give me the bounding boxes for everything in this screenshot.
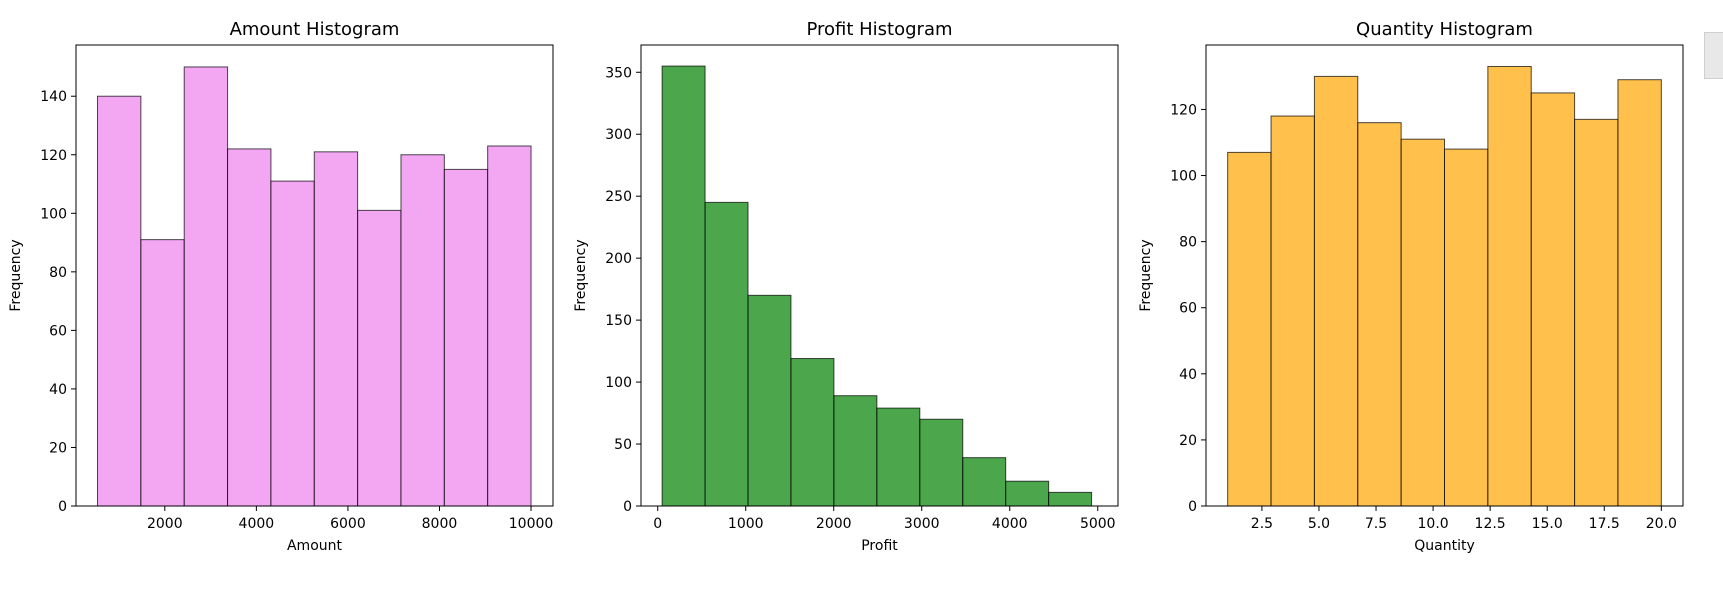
histogram-bar <box>962 457 1007 507</box>
x-tick-label: 10.0 <box>1418 516 1449 532</box>
y-tick-label: 140 <box>40 89 67 105</box>
x-tick-label: 5000 <box>1080 516 1116 532</box>
x-tick-label: 5.0 <box>1308 516 1330 532</box>
y-axis-label: Frequency <box>573 239 589 311</box>
y-tick-label: 0 <box>58 499 67 515</box>
x-tick-label: 4000 <box>239 516 275 532</box>
y-tick-label: 350 <box>605 65 632 81</box>
histogram-bar <box>919 418 964 507</box>
axes-frame <box>75 44 554 507</box>
chart-title: Amount Histogram <box>230 19 400 40</box>
histogram-bar <box>833 395 878 507</box>
y-tick-label: 40 <box>1179 367 1197 383</box>
x-axis-label: Amount <box>287 538 343 554</box>
histogram-bar <box>270 180 315 507</box>
histogram-bar <box>357 209 402 507</box>
y-tick-label: 100 <box>40 206 67 222</box>
chart-panel-1: 2000 4000 6000 8000 10000 0 20 40 60 80 100 120 140 A… <box>8 19 554 554</box>
histogram-bar <box>1444 148 1489 507</box>
x-tick-label: 2.5 <box>1251 516 1273 532</box>
y-tick-label: 120 <box>40 148 67 164</box>
chart-panel-3: 2.5 5.0 7.5 10.0 12.5 15.0 17.5 20.0 0 20 40 60 80 10… <box>1138 19 1684 554</box>
x-tick-label: 0 <box>653 516 662 532</box>
x-tick-label: 15.0 <box>1532 516 1563 532</box>
x-tick-label: 4000 <box>992 516 1028 532</box>
chart-title: Quantity Histogram <box>1356 19 1533 40</box>
x-tick-label: 3000 <box>904 516 940 532</box>
y-tick-label: 120 <box>1170 102 1197 118</box>
chart-panel-2: 0 1000 2000 3000 4000 5000 0 50 100 150 200 250 300 3… <box>573 19 1119 554</box>
y-tick-label: 100 <box>605 375 632 391</box>
histogram-bar <box>183 66 229 507</box>
histogram-bar <box>661 65 706 507</box>
axes-frame <box>1205 44 1684 507</box>
histogram-bar <box>400 154 445 507</box>
y-tick-label: 200 <box>605 251 632 267</box>
histogram-bar <box>1005 480 1050 507</box>
histogram-bar <box>443 168 489 507</box>
histogram-bar <box>1487 65 1532 507</box>
histogram-bar <box>1270 115 1315 507</box>
x-tick-label: 10000 <box>509 516 554 532</box>
histogram-bar <box>876 407 921 507</box>
histogram-bar <box>97 95 142 507</box>
y-axis-label: Frequency <box>8 239 24 311</box>
histogram-bar <box>1227 151 1272 507</box>
histogram-bar <box>1313 75 1359 507</box>
y-tick-label: 150 <box>605 313 632 329</box>
y-tick-label: 80 <box>1179 235 1197 251</box>
x-tick-label: 6000 <box>330 516 366 532</box>
histogram-bar <box>1048 491 1093 507</box>
histogram-bar <box>1530 92 1576 507</box>
axes-frame <box>640 44 1119 507</box>
histogram-bar <box>1574 118 1619 507</box>
y-tick-label: 60 <box>49 323 67 339</box>
histogram-bar <box>140 239 185 507</box>
y-tick-label: 0 <box>1188 499 1197 515</box>
histogram-bar <box>790 358 835 507</box>
histogram-bar <box>1617 79 1662 507</box>
x-tick-label: 2000 <box>147 516 183 532</box>
x-axis-label: Quantity <box>1414 538 1475 554</box>
y-tick-label: 60 <box>1179 301 1197 317</box>
x-tick-label: 20.0 <box>1646 516 1677 532</box>
y-tick-label: 80 <box>49 265 67 281</box>
x-tick-label: 7.5 <box>1365 516 1387 532</box>
y-tick-label: 50 <box>614 437 632 453</box>
x-tick-label: 17.5 <box>1589 516 1620 532</box>
y-tick-label: 100 <box>1170 169 1197 185</box>
scrollbar-handle[interactable] <box>1704 32 1723 79</box>
histogram-bar <box>227 148 272 507</box>
chart-title: Profit Histogram <box>806 19 952 40</box>
histogram-bar <box>1400 138 1445 507</box>
y-axis-label: Frequency <box>1138 239 1154 311</box>
histogram-bar <box>487 145 532 507</box>
y-tick-label: 20 <box>49 440 67 456</box>
histogram-bar <box>1357 122 1402 507</box>
y-tick-label: 250 <box>605 189 632 205</box>
histogram-bar <box>704 201 749 507</box>
x-tick-label: 2000 <box>816 516 852 532</box>
y-tick-label: 300 <box>605 127 632 143</box>
y-tick-label: 20 <box>1179 433 1197 449</box>
histogram-bar <box>747 294 792 507</box>
y-tick-label: 0 <box>623 499 632 515</box>
x-axis-label: Profit <box>861 538 898 554</box>
histogram-bar <box>313 151 359 507</box>
x-tick-label: 8000 <box>422 516 458 532</box>
y-tick-label: 40 <box>49 382 67 398</box>
x-tick-label: 12.5 <box>1475 516 1506 532</box>
x-tick-label: 1000 <box>728 516 764 532</box>
